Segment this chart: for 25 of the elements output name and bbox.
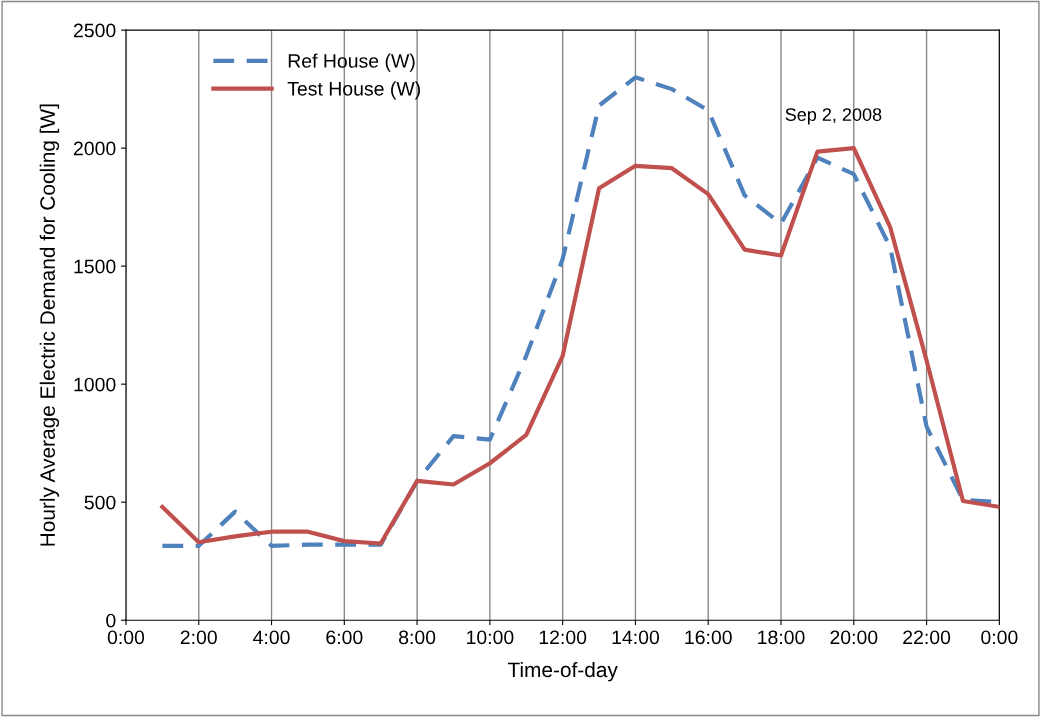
y-axis-title: Hourly Average Electric Demand for Cooling [W] [39,104,60,546]
x-tick-label: 18:00 [758,630,805,645]
x-tick-label: 0:00 [981,630,1018,645]
x-tick-label: 20:00 [830,630,878,645]
y-tick-label: 500 [84,495,116,510]
x-tick-label: 4:00 [253,630,290,645]
x-tick-label: 22:00 [903,630,951,645]
y-tick-label: 2000 [73,141,116,156]
x-tick-label: 14:00 [612,630,660,645]
x-axis-title: Time-of-day [507,661,618,682]
x-tick-label: 2:00 [180,630,217,645]
legend-label: Test House (W) [287,81,420,100]
x-tick-label: 6:00 [326,630,363,645]
y-tick-label: 1000 [74,377,116,392]
annotation: Sep 2, 2008 [785,108,882,125]
x-tick-label: 10:00 [467,630,514,645]
y-tick-label: 1500 [74,259,116,274]
y-tick-label: 2500 [73,23,116,38]
x-tick-label: 0:00 [107,630,145,645]
line-series [160,146,1000,546]
legend-label: Ref House (W) [288,53,415,72]
x-tick-label: 12:00 [539,630,587,645]
y-tick-label: 0 [106,613,116,628]
x-tick-label: 16:00 [685,630,732,645]
x-tick-label: 8:00 [399,630,436,645]
